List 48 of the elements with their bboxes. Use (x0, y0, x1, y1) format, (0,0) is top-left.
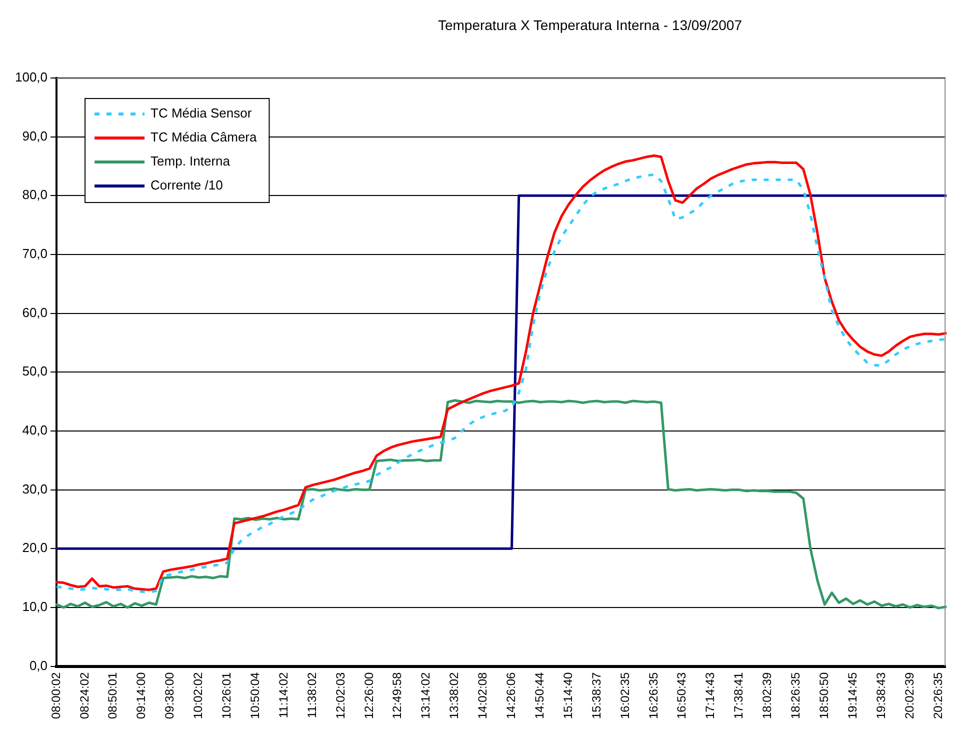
x-tick-label: 15:14:40 (560, 672, 575, 720)
x-tick-label: 18:02:39 (760, 672, 774, 720)
x-tick-label: 10:02:02 (191, 672, 206, 720)
y-tick-label: 80,0 (22, 187, 48, 202)
x-tick-label: 16:26:35 (646, 672, 660, 720)
x-tick-label: 11:14:02 (276, 672, 290, 718)
y-tick-label: 30,0 (22, 481, 48, 496)
legend-label: Temp. Interna (150, 154, 231, 169)
x-tick-label: 16:02:35 (618, 672, 632, 720)
y-tick-label: 20,0 (22, 540, 48, 556)
y-tick-label: 40,0 (22, 422, 48, 438)
y-tick-label: 0,0 (29, 658, 48, 673)
x-tick-label: 12:02:03 (333, 672, 348, 720)
x-tick-label: 19:14:45 (845, 672, 860, 720)
x-tick-label: 17:14:43 (703, 672, 718, 720)
x-tick-label: 12:26:00 (362, 672, 376, 720)
x-tick-label: 20:26:35 (930, 672, 945, 720)
legend-label: Corrente /10 (150, 178, 223, 193)
x-tick-label: 09:38:00 (162, 672, 177, 720)
y-tick-label: 10,0 (22, 599, 48, 614)
x-tick-label: 14:02:08 (476, 672, 490, 720)
x-tick-label: 12:49:58 (390, 672, 404, 720)
y-tick-label: 60,0 (22, 304, 48, 320)
legend-label: TC Média Câmera (150, 130, 258, 145)
x-tick-label: 18:50:50 (817, 672, 831, 720)
y-tick-label: 90,0 (22, 128, 48, 144)
x-tick-label: 10:50:04 (248, 672, 262, 720)
x-tick-label: 18:26:35 (788, 672, 803, 720)
y-tick-label: 50,0 (22, 364, 48, 379)
x-tick-label: 17:38:41 (732, 672, 746, 720)
x-tick-label: 14:50:44 (532, 672, 546, 720)
legend-label: TC Média Sensor (150, 106, 252, 121)
x-tick-label: 14:26:06 (504, 672, 518, 720)
x-tick-label: 10:26:01 (220, 672, 234, 720)
x-tick-label: 09:14:00 (134, 672, 148, 720)
x-tick-label: 19:38:43 (874, 672, 888, 720)
x-tick-label: 16:50:43 (674, 672, 689, 720)
x-tick-label: 08:50:01 (106, 672, 120, 720)
x-tick-label: 11:38:02 (304, 672, 319, 718)
x-tick-label: 13:14:02 (418, 672, 433, 720)
chart-title: Temperatura X Temperatura Interna - 13/09/2007 (438, 16, 742, 33)
x-tick-label: 08:24:02 (77, 672, 92, 720)
y-tick-label: 100,0 (14, 70, 48, 85)
y-tick-label: 70,0 (22, 246, 48, 262)
x-tick-label: 08:00:02 (48, 672, 63, 720)
x-tick-label: 20:02:39 (902, 672, 916, 720)
x-tick-label: 15:38:37 (589, 672, 604, 720)
x-tick-label: 13:38:02 (447, 672, 462, 720)
